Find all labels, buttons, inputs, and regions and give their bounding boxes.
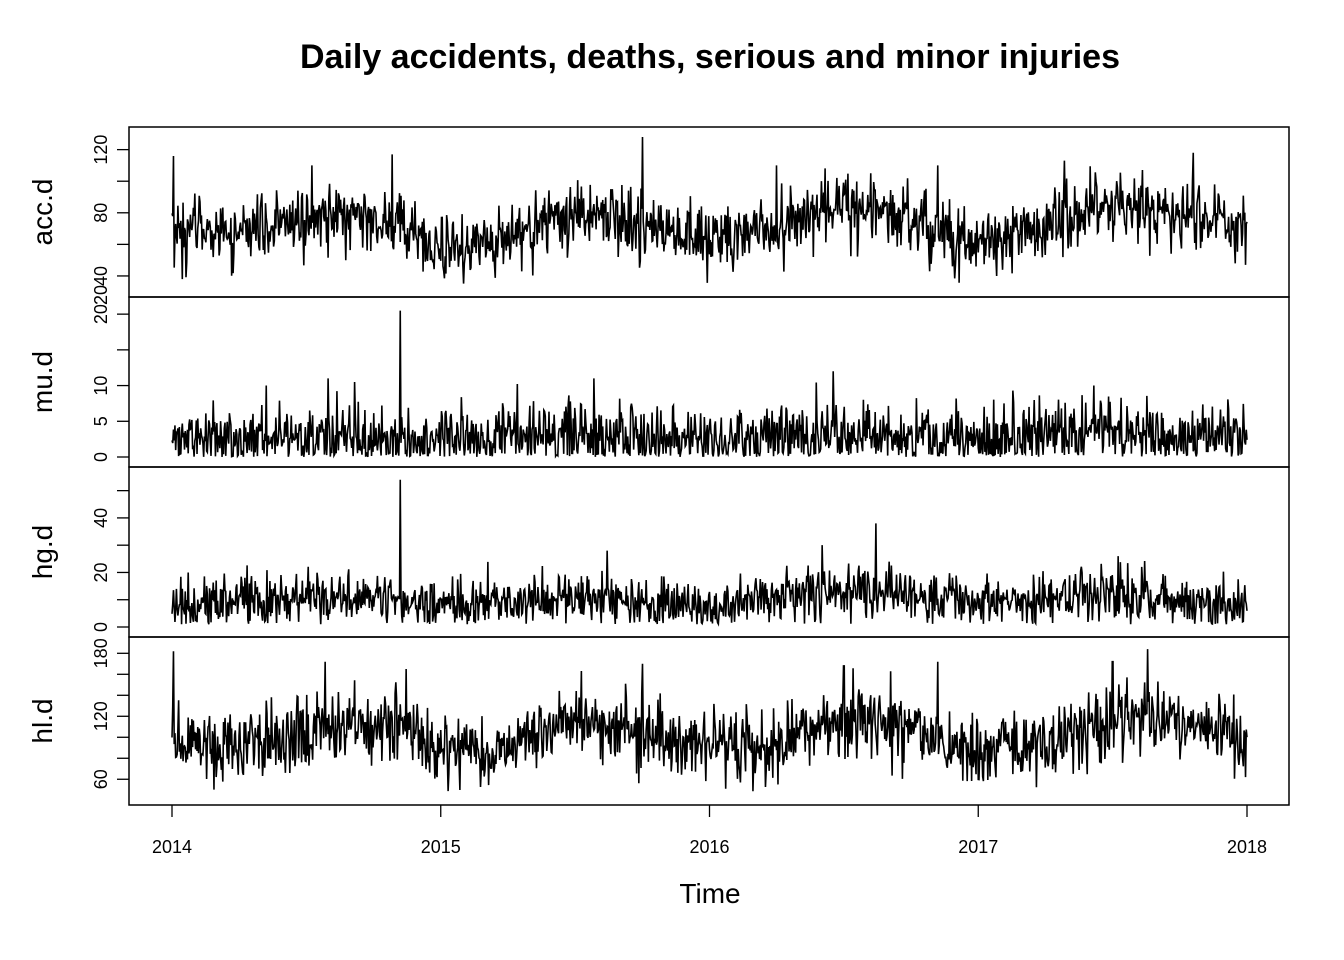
x-tick-label: 2014 (152, 837, 192, 857)
y-tick-label: 20 (91, 562, 111, 582)
y-tick-label: 40 (91, 508, 111, 528)
x-tick-label: 2017 (958, 837, 998, 857)
y-tick-label-extra: 20 (91, 285, 111, 305)
x-axis: 2014 2015 2016 2017 2018 (152, 805, 1267, 857)
y-tick-label: 10 (91, 376, 111, 396)
panel-label: hg.d (27, 525, 58, 580)
x-axis-label: Time (679, 878, 740, 909)
series-line-acc-d (171, 136, 1248, 284)
series-line-hg-d (171, 479, 1248, 627)
chart-title: Daily accidents, deaths, serious and min… (300, 38, 1120, 76)
panels-layer: 408012020acc.d051020mu.d02040hg.d6012018… (27, 126, 1290, 806)
y-tick-label: 180 (91, 638, 111, 668)
panel-mu-d: 0 5 10 20 mu.d (27, 296, 1290, 468)
panel-label: mu.d (27, 351, 58, 413)
y-tick-label: 5 (91, 416, 111, 426)
x-tick-label: 2018 (1227, 837, 1267, 857)
y-tick-label: 120 (91, 701, 111, 731)
y-tick-label: 120 (91, 135, 111, 165)
panel-label: acc.d (27, 179, 58, 246)
panel-hg-d: 0 20 40 hg.d (27, 466, 1290, 638)
x-tick-label: 2016 (689, 837, 729, 857)
panel-label: hl.d (27, 698, 58, 743)
series-line-mu-d (171, 310, 1248, 459)
y-tick-label: 20 (91, 304, 111, 324)
y-tick-label: 40 (91, 266, 111, 286)
x-tick-label: 2015 (421, 837, 461, 857)
panel-acc-d: 40 80 120 20 acc.d (27, 126, 1290, 305)
y-tick-label: 60 (91, 769, 111, 789)
y-tick-label: 0 (91, 452, 111, 462)
panel-hl-d: 60 120 180 hl.d (27, 636, 1290, 806)
y-tick-label: 0 (91, 622, 111, 632)
y-tick-label: 80 (91, 203, 111, 223)
series-line-hl-d (171, 649, 1248, 792)
